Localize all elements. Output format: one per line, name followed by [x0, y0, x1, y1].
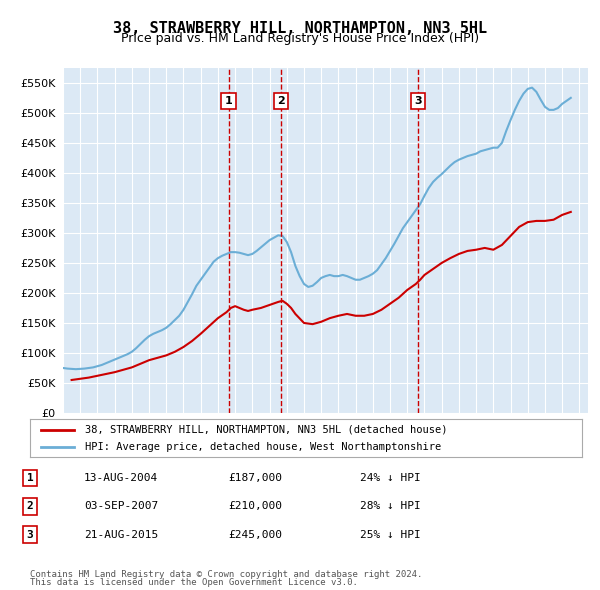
- Text: £245,000: £245,000: [228, 530, 282, 539]
- Text: Price paid vs. HM Land Registry's House Price Index (HPI): Price paid vs. HM Land Registry's House …: [121, 32, 479, 45]
- Text: Contains HM Land Registry data © Crown copyright and database right 2024.: Contains HM Land Registry data © Crown c…: [30, 571, 422, 579]
- Text: This data is licensed under the Open Government Licence v3.0.: This data is licensed under the Open Gov…: [30, 578, 358, 587]
- Text: 38, STRAWBERRY HILL, NORTHAMPTON, NN3 5HL (detached house): 38, STRAWBERRY HILL, NORTHAMPTON, NN3 5H…: [85, 425, 448, 435]
- Text: £187,000: £187,000: [228, 473, 282, 483]
- Text: 2: 2: [26, 502, 34, 511]
- Text: 28% ↓ HPI: 28% ↓ HPI: [360, 502, 421, 511]
- Text: 3: 3: [26, 530, 34, 539]
- Text: 03-SEP-2007: 03-SEP-2007: [84, 502, 158, 511]
- Text: 38, STRAWBERRY HILL, NORTHAMPTON, NN3 5HL: 38, STRAWBERRY HILL, NORTHAMPTON, NN3 5H…: [113, 21, 487, 35]
- Text: 25% ↓ HPI: 25% ↓ HPI: [360, 530, 421, 539]
- Text: HPI: Average price, detached house, West Northamptonshire: HPI: Average price, detached house, West…: [85, 441, 442, 451]
- Text: 13-AUG-2004: 13-AUG-2004: [84, 473, 158, 483]
- Text: £210,000: £210,000: [228, 502, 282, 511]
- Text: 21-AUG-2015: 21-AUG-2015: [84, 530, 158, 539]
- Text: 2: 2: [277, 96, 285, 106]
- Text: 3: 3: [414, 96, 422, 106]
- Text: 1: 1: [26, 473, 34, 483]
- Text: 1: 1: [225, 96, 232, 106]
- Text: 24% ↓ HPI: 24% ↓ HPI: [360, 473, 421, 483]
